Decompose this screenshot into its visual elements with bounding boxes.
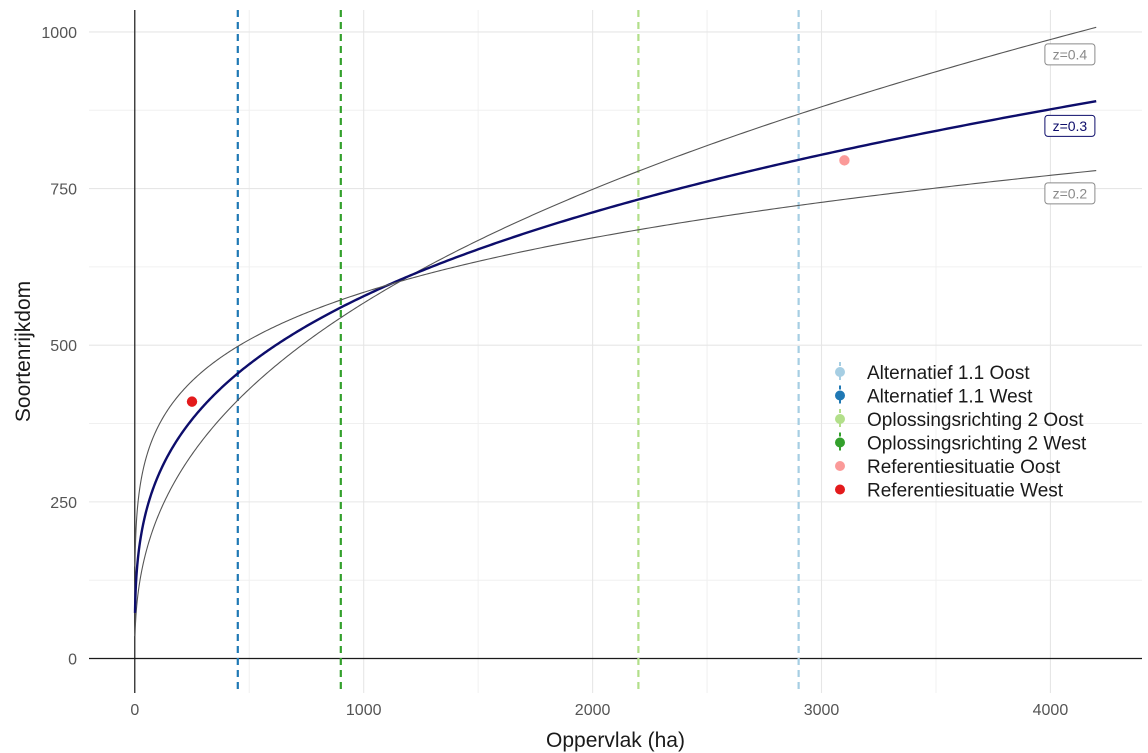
x-tick-label: 3000 bbox=[804, 702, 840, 719]
y-tick-label: 750 bbox=[50, 182, 77, 199]
legend-label: Alternatief 1.1 West bbox=[867, 387, 1033, 408]
legend-item: Alternatief 1.1 West bbox=[835, 385, 1033, 408]
x-tick-labels: 0 1000 2000 3000 4000 bbox=[130, 702, 1068, 719]
vertical-reference-lines bbox=[236, 10, 800, 693]
power-curves bbox=[133, 26, 1097, 637]
major-gridlines bbox=[89, 10, 1142, 693]
legend-key-dot bbox=[835, 461, 845, 471]
legend-item: Oplossingsrichting 2 Oost bbox=[835, 409, 1084, 431]
curve-label-text: z=0.2 bbox=[1053, 185, 1088, 201]
y-tick-label: 1000 bbox=[41, 25, 77, 42]
point-referentiesituatie-west bbox=[186, 396, 198, 407]
minor-gridlines bbox=[89, 10, 1142, 693]
curve-label-text: z=0.4 bbox=[1053, 46, 1088, 62]
x-tick-label: 2000 bbox=[575, 702, 611, 719]
x-tick-label: 0 bbox=[130, 702, 139, 719]
legend-label: Oplossingsrichting 2 West bbox=[867, 434, 1087, 455]
curve-labels: z=0.4 z=0.3 z=0.2 bbox=[1044, 43, 1096, 205]
legend-key-dot bbox=[835, 414, 845, 424]
curve-z-0-3 bbox=[133, 100, 1097, 613]
curve-label-text: z=0.3 bbox=[1053, 118, 1088, 134]
curve-z-0-2 bbox=[134, 170, 1097, 567]
curve-label-box bbox=[1044, 182, 1096, 205]
point-referentiesituatie-oost bbox=[839, 155, 850, 166]
legend: Alternatief 1.1 Oost Alternatief 1.1 West… bbox=[835, 362, 1087, 502]
x-tick-label: 4000 bbox=[1033, 702, 1069, 719]
y-axis-title: Soortenrijkdom bbox=[12, 281, 35, 422]
x-axis-title: Oppervlak (ha) bbox=[546, 729, 685, 752]
y-tick-label: 250 bbox=[50, 495, 77, 512]
legend-item: Referentiesituatie West bbox=[835, 481, 1064, 502]
curve-label-box bbox=[1044, 114, 1096, 137]
reference-points bbox=[186, 155, 850, 407]
y-tick-label: 0 bbox=[68, 652, 77, 669]
legend-key-dot bbox=[835, 390, 845, 401]
legend-label: Alternatief 1.1 Oost bbox=[867, 363, 1030, 384]
y-tick-labels: 0 250 500 750 1000 bbox=[41, 25, 77, 669]
legend-label: Referentiesituatie Oost bbox=[867, 457, 1061, 478]
legend-item: Oplossingsrichting 2 West bbox=[835, 432, 1087, 455]
legend-key-dot bbox=[835, 437, 845, 448]
axes bbox=[89, 10, 1142, 693]
legend-item: Referentiesituatie Oost bbox=[835, 457, 1061, 478]
legend-item: Alternatief 1.1 Oost bbox=[835, 362, 1030, 384]
x-tick-label: 1000 bbox=[346, 702, 382, 719]
legend-label: Oplossingsrichting 2 Oost bbox=[867, 410, 1084, 431]
curve-label-box bbox=[1044, 43, 1096, 66]
legend-key-dot bbox=[835, 367, 845, 377]
legend-label: Referentiesituatie West bbox=[867, 481, 1064, 502]
y-tick-label: 500 bbox=[50, 338, 77, 355]
curve-z-0-4 bbox=[134, 26, 1097, 637]
legend-key-dot bbox=[835, 484, 845, 495]
